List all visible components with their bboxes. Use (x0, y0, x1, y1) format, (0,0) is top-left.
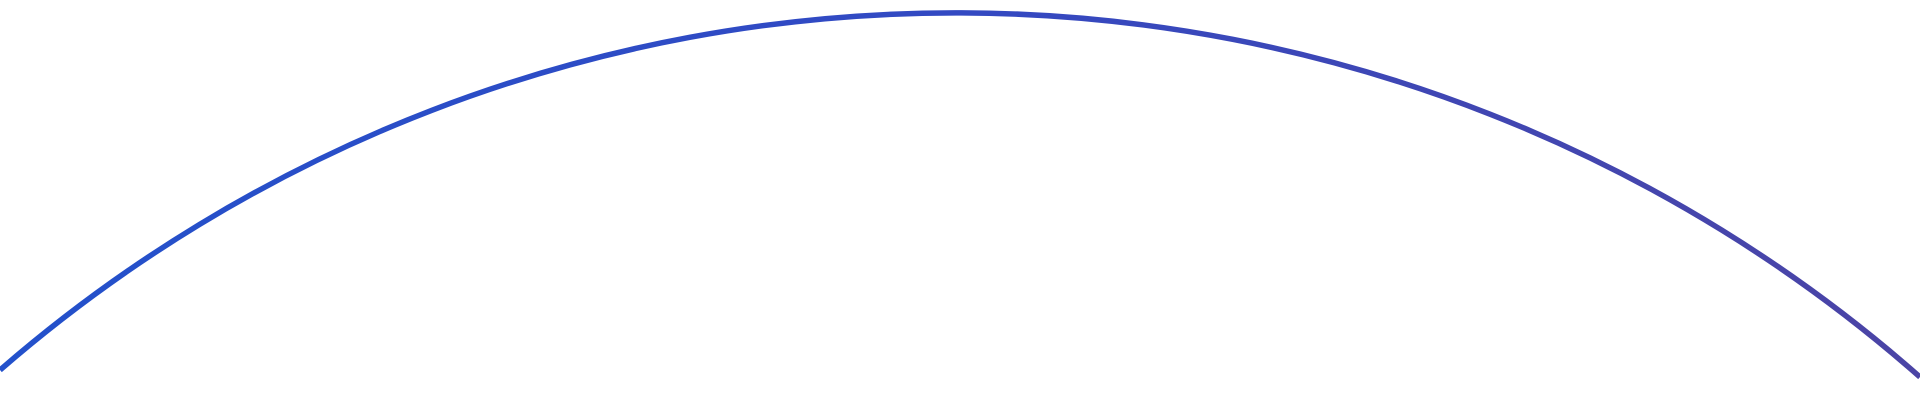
blue-arc-curve (0, 10, 1920, 380)
